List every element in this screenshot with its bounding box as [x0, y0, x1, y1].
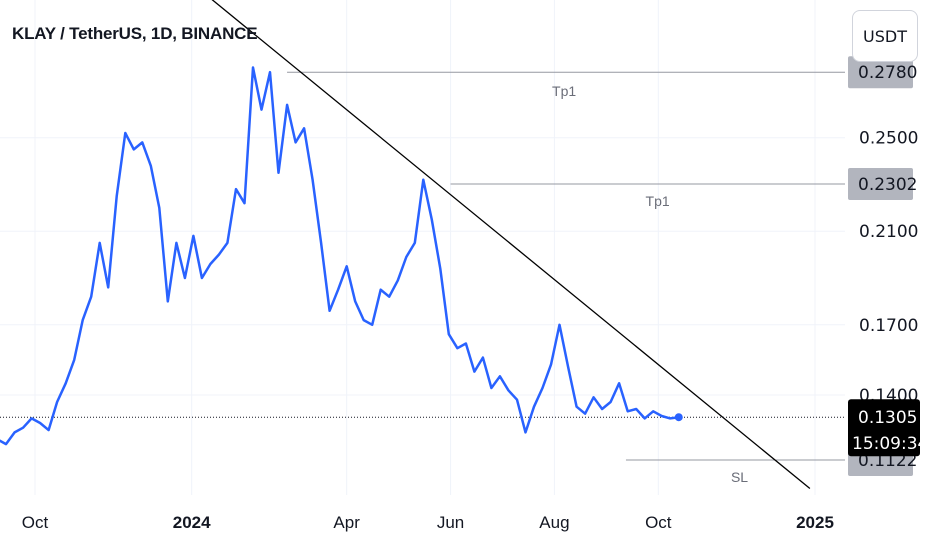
y-tick-label: 0.2100	[859, 222, 918, 242]
target-levels: Tp1 Tp1 SL	[287, 71, 845, 485]
level-label: Tp1	[646, 193, 670, 209]
current-price-badge	[848, 399, 920, 457]
x-axis[interactable]: Oct 2024 Apr Jun Aug Oct 2025	[22, 513, 834, 532]
level-price-badge	[848, 56, 913, 89]
level-price-badge	[848, 168, 913, 200]
chart-grid	[0, 0, 845, 495]
price-line	[0, 66, 681, 446]
level-label: SL	[731, 469, 748, 485]
x-tick-label: Aug	[539, 513, 569, 532]
price-series	[0, 66, 845, 446]
symbol-title[interactable]: KLAY / TetherUS, 1D, BINANCE	[12, 24, 258, 43]
last-price-marker	[674, 413, 683, 422]
x-tick-label: Apr	[333, 513, 360, 532]
countdown-timer: 15:09:34	[852, 434, 928, 454]
y-tick-label: 0.1700	[859, 316, 918, 336]
trend-line-group[interactable]	[207, 0, 811, 490]
x-tick-label: Oct	[22, 513, 49, 532]
level-label: Tp1	[552, 83, 576, 99]
x-tick-label: Jun	[437, 513, 464, 532]
level-price-badge-text: 0.2302	[858, 175, 917, 195]
x-tick-label: 2025	[796, 513, 834, 532]
y-axis[interactable]: 0.25000.21000.17000.14000.27800.23020.11…	[848, 56, 928, 476]
trend-line	[211, 0, 811, 490]
x-tick-label: 2024	[173, 513, 211, 532]
current-price-text: 0.1305	[858, 408, 917, 428]
level-price-badge-text: 0.2780	[858, 63, 917, 83]
currency-button[interactable]: USDT	[852, 10, 918, 62]
y-tick-label: 0.2500	[859, 129, 918, 149]
x-tick-label: Oct	[645, 513, 672, 532]
